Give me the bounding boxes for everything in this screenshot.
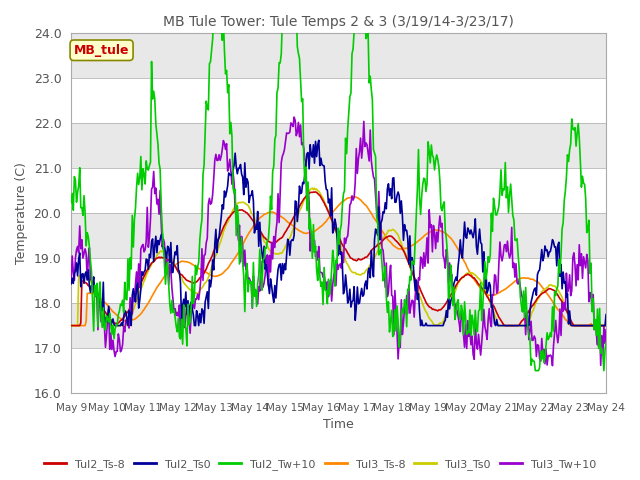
X-axis label: Time: Time bbox=[323, 419, 354, 432]
Bar bbox=[71, 78, 606, 123]
Bar bbox=[71, 258, 606, 303]
Bar bbox=[71, 168, 606, 213]
Y-axis label: Temperature (C): Temperature (C) bbox=[15, 162, 28, 264]
Bar bbox=[71, 303, 606, 348]
Bar bbox=[71, 348, 606, 393]
Text: MB_tule: MB_tule bbox=[74, 44, 129, 57]
Bar bbox=[71, 123, 606, 168]
Bar bbox=[71, 33, 606, 78]
Legend: Tul2_Ts-8, Tul2_Ts0, Tul2_Tw+10, Tul3_Ts-8, Tul3_Ts0, Tul3_Tw+10: Tul2_Ts-8, Tul2_Ts0, Tul2_Tw+10, Tul3_Ts… bbox=[40, 455, 600, 474]
Title: MB Tule Tower: Tule Temps 2 & 3 (3/19/14-3/23/17): MB Tule Tower: Tule Temps 2 & 3 (3/19/14… bbox=[163, 15, 514, 29]
Bar bbox=[71, 213, 606, 258]
